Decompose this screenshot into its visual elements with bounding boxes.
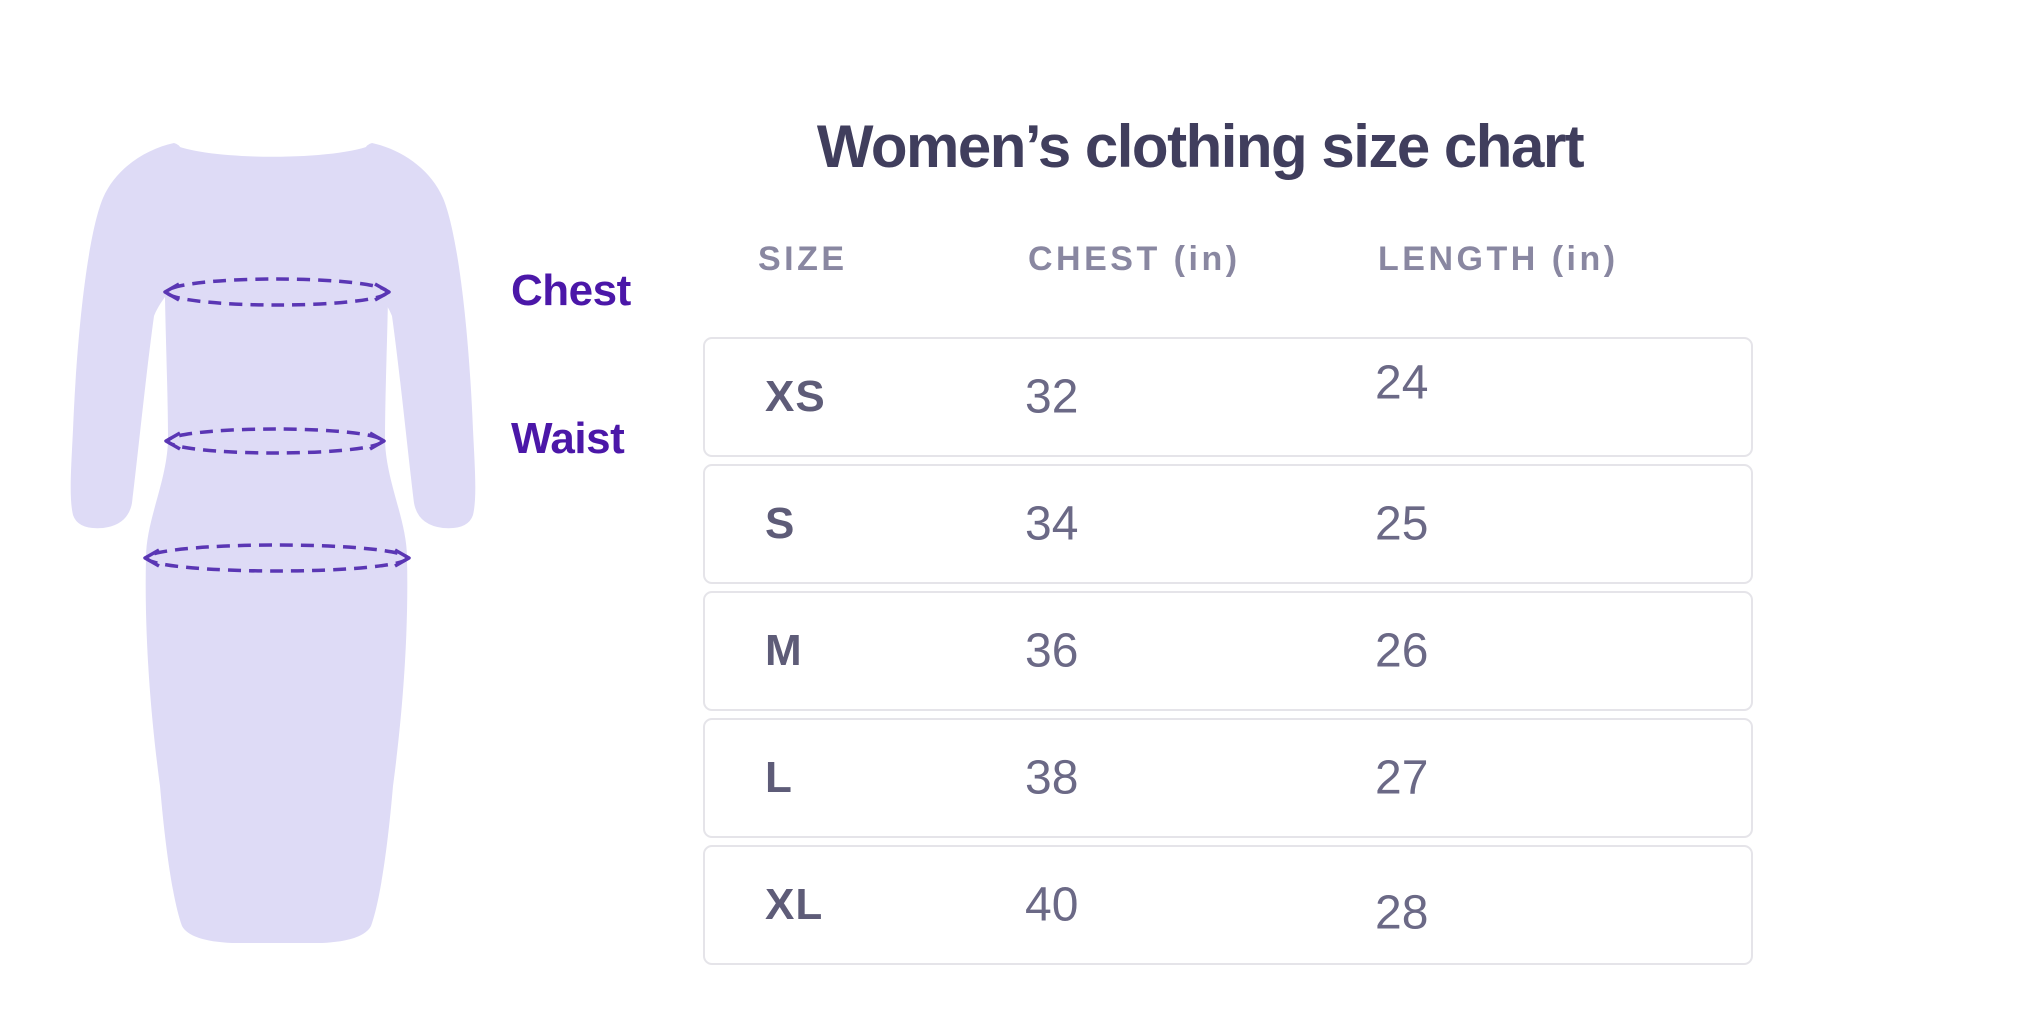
chest-label: Chest bbox=[511, 266, 631, 315]
dress-body bbox=[145, 144, 408, 943]
chest-value: 36 bbox=[1025, 624, 1079, 678]
hip-arrow-right-icon bbox=[394, 548, 411, 568]
waist-measure-line bbox=[164, 427, 386, 455]
length-value: 28 bbox=[1375, 886, 1429, 940]
size-value: L bbox=[765, 753, 793, 802]
chest-value: 34 bbox=[1025, 497, 1079, 551]
chest-measure-line bbox=[163, 277, 391, 307]
table-row-xs: XS 32 24 bbox=[703, 337, 1753, 457]
table-row-l: L 38 27 bbox=[703, 718, 1753, 838]
size-table: XS 32 24 S 34 25 M 36 26 L 38 27 XL 40 2… bbox=[703, 337, 1753, 972]
size-value: S bbox=[765, 499, 796, 548]
waist-label: Waist bbox=[511, 414, 625, 463]
dress-right-sleeve bbox=[364, 143, 476, 529]
size-value: M bbox=[765, 626, 803, 675]
hip-arrow-left-icon bbox=[143, 548, 160, 568]
column-header-size: SIZE bbox=[758, 240, 848, 278]
size-value: XS bbox=[765, 372, 826, 421]
chest-arrow-right-icon bbox=[374, 282, 391, 302]
table-row-xl: XL 40 28 bbox=[703, 845, 1753, 965]
length-value: 26 bbox=[1375, 624, 1429, 678]
hip-measure-line bbox=[143, 543, 411, 573]
dress-silhouette-illustration bbox=[70, 143, 476, 943]
dress-left-sleeve bbox=[70, 143, 182, 529]
waist-arrow-right-icon bbox=[369, 431, 386, 451]
length-value: 27 bbox=[1375, 751, 1429, 805]
table-row-m: M 36 26 bbox=[703, 591, 1753, 711]
column-header-length: LENGTH (in) bbox=[1378, 240, 1619, 278]
column-header-chest: CHEST (in) bbox=[1028, 240, 1241, 278]
chest-value: 38 bbox=[1025, 751, 1079, 805]
chest-arrow-left-icon bbox=[163, 282, 180, 302]
page-title: Women’s clothing size chart bbox=[816, 113, 1585, 180]
chest-value: 40 bbox=[1025, 878, 1079, 932]
size-value: XL bbox=[765, 880, 824, 929]
length-value: 24 bbox=[1375, 356, 1429, 410]
waist-arrow-left-icon bbox=[164, 431, 181, 451]
table-row-s: S 34 25 bbox=[703, 464, 1753, 584]
length-value: 25 bbox=[1375, 497, 1429, 551]
chest-value: 32 bbox=[1025, 370, 1079, 424]
